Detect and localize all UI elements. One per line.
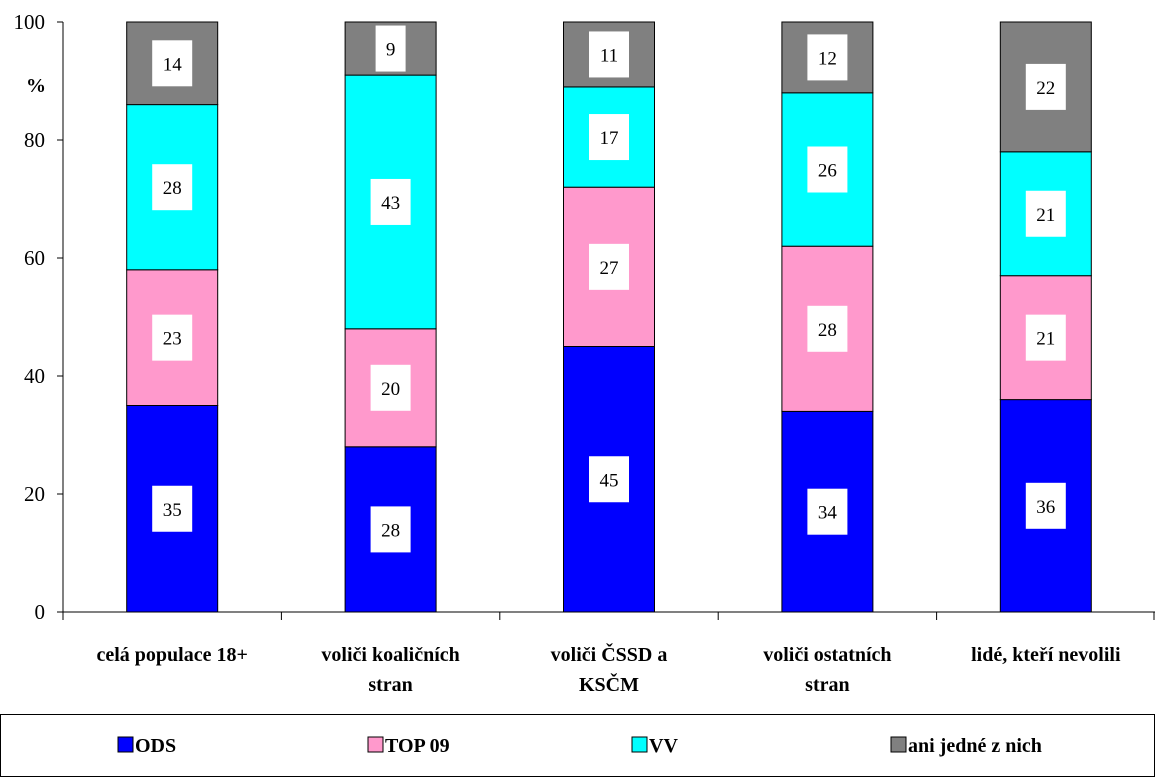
y-tick-label: 100	[14, 10, 46, 34]
data-label: 22	[1036, 78, 1055, 99]
legend-label: TOP 09	[385, 735, 450, 757]
bars-group: 35 23 28 14 28 20 43 9 45 27 17 11 34 28 26 12 36 21 21 22	[126, 21, 1092, 613]
data-label: 36	[1036, 497, 1055, 518]
category-label: voliči ostatních	[763, 644, 891, 666]
data-label-bg	[589, 456, 629, 503]
category-labels: celá populace 18+ voliči koaličních stran v…	[97, 642, 1121, 696]
category-label: stran	[805, 674, 849, 696]
data-label-bg	[807, 488, 848, 535]
legend-label: VV	[649, 735, 678, 757]
data-label-bg	[370, 506, 411, 553]
data-label: 21	[1036, 205, 1055, 226]
category-label: voliči koaličních	[321, 644, 459, 666]
data-label: 35	[163, 500, 182, 521]
category-label: lidé, kteří nevolili	[971, 644, 1121, 666]
y-tick-label: 60	[24, 246, 45, 270]
category-label: KSČM	[579, 672, 639, 696]
category-label: voliči ČSSD a	[551, 642, 668, 666]
data-label-bg	[589, 243, 629, 290]
data-label-bg	[152, 485, 193, 532]
data-label: 14	[163, 54, 183, 75]
data-label: 11	[600, 45, 618, 66]
data-label: 26	[818, 161, 837, 182]
data-label: 45	[600, 470, 619, 491]
axes-group: 0 20 40 60 80 100%	[14, 10, 1155, 624]
data-label-bg	[152, 164, 193, 211]
category-label: stran	[368, 674, 412, 696]
data-label-bg	[807, 34, 848, 81]
y-axis-label: %	[26, 75, 46, 97]
data-label-bg	[152, 40, 193, 87]
data-label-bg	[1025, 190, 1066, 237]
data-label: 28	[818, 320, 837, 341]
y-tick-label: 80	[24, 128, 45, 152]
data-label: 27	[600, 258, 619, 279]
data-label-bg	[370, 178, 411, 225]
data-label: 20	[381, 379, 400, 400]
data-label-bg	[807, 305, 848, 352]
data-label-bg	[1025, 314, 1066, 361]
legend: ODS TOP 09 VV ani jedné z nich	[0, 714, 1155, 777]
bar-top-09-2	[563, 186, 655, 347]
data-label: 23	[163, 329, 182, 350]
data-label-bg	[807, 146, 848, 193]
data-label-bg	[589, 114, 629, 161]
legend-label: ODS	[135, 735, 176, 757]
data-label: 28	[381, 520, 400, 541]
legend-swatch	[890, 736, 907, 753]
data-label: 21	[1036, 329, 1055, 350]
data-label-bg	[1025, 63, 1066, 110]
data-label: 17	[600, 128, 619, 149]
legend-swatch	[631, 736, 648, 753]
legend-label: ani jedné z nich	[908, 735, 1042, 757]
data-label-bg	[375, 25, 406, 72]
data-label: 43	[381, 193, 400, 214]
data-label-bg	[152, 314, 193, 361]
data-label: 9	[386, 40, 396, 61]
y-tick-label: 0	[35, 600, 46, 624]
data-label: 28	[163, 178, 182, 199]
data-label-bg	[370, 364, 411, 411]
y-tick-label: 20	[24, 482, 45, 506]
legend-box	[0, 714, 1155, 777]
y-tick-label: 40	[24, 364, 45, 388]
data-label-bg	[589, 31, 629, 78]
data-label-bg	[1025, 482, 1066, 529]
data-label: 34	[818, 503, 838, 524]
category-label: celá populace 18+	[97, 644, 248, 666]
data-label: 12	[818, 48, 837, 69]
legend-swatch	[367, 736, 384, 753]
legend-swatch	[117, 736, 134, 753]
